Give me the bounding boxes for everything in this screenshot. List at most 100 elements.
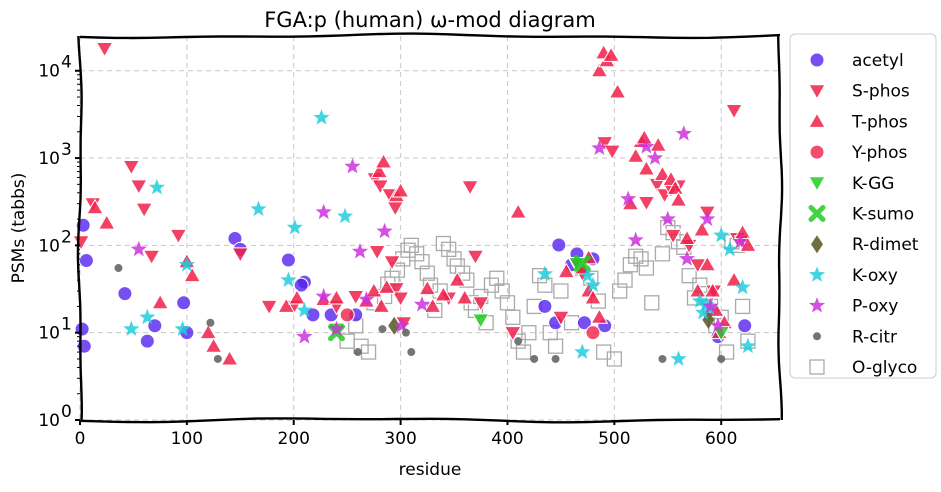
y-tick-exponent-0: 0 xyxy=(61,402,72,422)
data-point-k-oxy xyxy=(178,256,195,272)
data-point-r-citr xyxy=(206,318,215,327)
data-point-s-phos xyxy=(664,228,682,245)
data-point-t-phos xyxy=(391,181,410,198)
data-point-r-citr xyxy=(353,348,362,357)
data-point-k-oxy xyxy=(739,337,756,354)
series-acetyl xyxy=(74,217,753,354)
data-point-t-phos xyxy=(678,229,696,245)
data-point-p-oxy xyxy=(675,125,692,141)
data-point-acetyl xyxy=(537,298,553,314)
data-point-s-phos xyxy=(135,202,153,219)
data-point-t-phos xyxy=(377,278,396,294)
legend-marker-k-oxy xyxy=(808,266,826,282)
data-point-r-citr xyxy=(213,354,222,363)
legend-label-y-phos: Y-phos xyxy=(851,143,907,163)
y-tick-exponent-4: 4 xyxy=(61,53,72,73)
data-point-p-oxy xyxy=(678,250,696,266)
data-point-o-glyco xyxy=(612,283,628,299)
data-point-k-oxy xyxy=(250,200,267,216)
data-point-acetyl xyxy=(78,253,94,269)
data-point-t-phos xyxy=(688,282,707,298)
data-point-k-oxy xyxy=(536,265,553,281)
y-tick-exponent-3: 3 xyxy=(61,140,72,160)
data-point-o-glyco xyxy=(505,309,521,325)
legend-label-r-citr: R-citr xyxy=(852,327,897,347)
legend-label-r-dimet: R-dimet xyxy=(852,235,919,255)
data-point-k-oxy xyxy=(286,219,303,235)
data-point-k-oxy xyxy=(574,343,591,359)
data-point-k-oxy xyxy=(123,320,140,336)
y-tick-label-2: 10 xyxy=(38,236,60,256)
data-point-o-glyco xyxy=(654,246,671,262)
data-point-t-phos xyxy=(455,288,474,305)
data-point-k-oxy xyxy=(584,276,602,293)
data-point-k-oxy xyxy=(670,350,687,366)
legend-label-p-oxy: P-oxy xyxy=(852,297,898,317)
legend-marker-k-gg xyxy=(808,176,826,192)
data-point-p-oxy xyxy=(732,233,749,249)
data-point-t-phos xyxy=(151,293,170,310)
data-point-p-oxy xyxy=(646,149,663,165)
data-point-k-oxy xyxy=(579,267,596,283)
x-tick-label-6: 600 xyxy=(705,429,737,449)
data-point-s-phos xyxy=(391,291,410,307)
data-point-t-phos xyxy=(602,46,621,62)
data-point-o-glyco xyxy=(718,344,735,360)
series-p-oxy xyxy=(130,125,749,344)
data-point-o-glyco xyxy=(515,344,532,360)
data-point-s-phos xyxy=(503,326,522,342)
data-point-p-oxy xyxy=(413,296,431,312)
data-point-t-phos xyxy=(584,288,602,305)
data-point-t-phos xyxy=(277,297,296,313)
data-point-t-phos xyxy=(423,297,442,313)
data-point-p-oxy xyxy=(699,210,716,226)
data-point-t-phos xyxy=(97,214,116,230)
data-point-k-oxy xyxy=(691,292,708,308)
data-point-o-glyco xyxy=(494,283,510,299)
data-point-k-oxy xyxy=(139,308,156,325)
data-point-o-glyco xyxy=(628,248,644,264)
x-axis-label: residue xyxy=(399,460,462,480)
data-point-s-phos xyxy=(552,310,570,327)
data-point-s-phos xyxy=(461,180,479,196)
data-point-s-phos xyxy=(371,179,390,195)
data-point-k-gg xyxy=(471,313,490,329)
data-point-s-phos xyxy=(122,160,141,176)
data-point-t-phos xyxy=(86,198,104,215)
data-point-t-phos xyxy=(725,271,743,287)
data-point-acetyl xyxy=(117,286,133,302)
data-point-o-glyco xyxy=(633,251,649,267)
data-point-t-phos xyxy=(693,220,711,237)
data-point-p-oxy xyxy=(296,328,313,344)
data-point-acetyl xyxy=(176,295,192,311)
data-point-k-oxy xyxy=(695,304,712,320)
data-point-s-phos xyxy=(142,249,161,266)
data-point-t-phos xyxy=(220,349,239,366)
data-point-r-citr xyxy=(530,354,539,363)
data-point-t-phos xyxy=(637,159,656,176)
data-point-t-phos xyxy=(590,308,609,324)
data-point-r-citr xyxy=(407,348,416,357)
data-point-k-oxy xyxy=(280,271,297,287)
data-point-acetyl xyxy=(293,277,309,293)
data-point-k-oxy xyxy=(721,240,738,257)
data-point-acetyl xyxy=(737,318,753,334)
data-point-p-oxy xyxy=(344,158,361,174)
data-point-o-glyco xyxy=(510,333,526,349)
data-point-t-phos xyxy=(509,203,528,219)
legend-marker-r-dimet xyxy=(811,235,823,254)
legend-label-acetyl: acetyl xyxy=(852,51,904,71)
data-point-o-glyco xyxy=(563,315,580,331)
data-point-t-phos xyxy=(608,83,627,99)
data-point-r-citr xyxy=(378,325,387,334)
data-point-t-phos xyxy=(372,297,391,313)
data-point-o-glyco xyxy=(400,242,416,258)
data-point-s-phos xyxy=(72,235,90,251)
data-point-s-phos xyxy=(603,144,622,161)
data-point-r-citr xyxy=(514,337,523,346)
data-point-p-oxy xyxy=(351,243,369,259)
legend: acetyl S-phos T-phos Y-phos K-GG K-sumo R-dime… xyxy=(789,33,937,379)
